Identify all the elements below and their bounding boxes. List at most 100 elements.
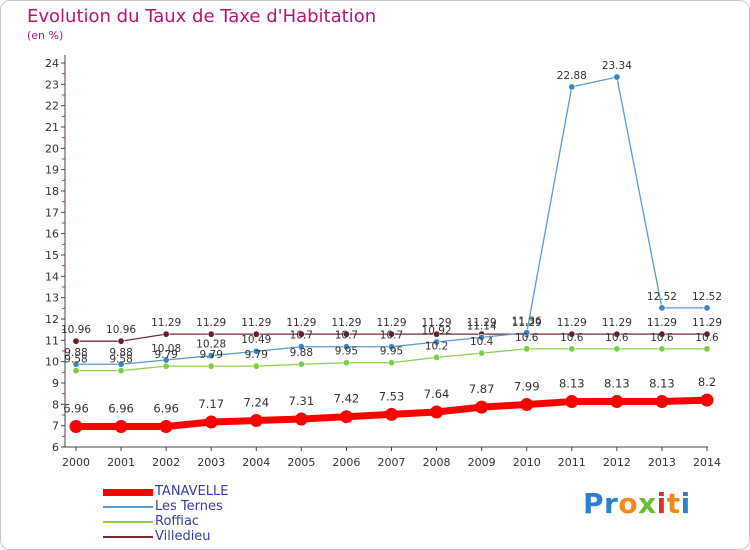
data-point	[162, 362, 170, 370]
data-label: 7.42	[334, 392, 360, 406]
y-tick-label: 22	[45, 100, 59, 113]
data-point	[433, 330, 441, 338]
y-tick-label: 6	[52, 441, 59, 454]
data-label: 9.95	[335, 346, 358, 358]
series-layer	[69, 73, 714, 434]
x-tick-label: 2008	[423, 456, 451, 469]
y-tick-label: 20	[45, 142, 59, 155]
data-point	[252, 362, 260, 370]
data-point	[297, 343, 305, 351]
legend-swatch	[103, 521, 153, 523]
data-label: 10.6	[605, 332, 629, 344]
data-label: 11.29	[151, 317, 181, 329]
data-label: 7.17	[198, 397, 224, 411]
y-tick-label: 10	[45, 356, 59, 369]
y-tick-label: 17	[45, 206, 59, 219]
data-point	[72, 367, 80, 375]
data-label: 11.29	[196, 317, 226, 329]
data-label: 9.79	[154, 349, 177, 361]
series-les-ternes	[72, 73, 711, 368]
y-tick-label: 8	[52, 398, 59, 411]
data-point	[342, 343, 350, 351]
logo-letter: r	[604, 487, 619, 520]
y-tick-label: 7	[52, 420, 59, 433]
y-tick-label: 24	[45, 57, 59, 70]
data-point	[520, 398, 534, 412]
data-point	[703, 345, 711, 353]
data-point	[207, 362, 215, 370]
logo-letter: i	[680, 487, 691, 520]
data-point	[565, 395, 579, 409]
data-point	[613, 73, 621, 81]
data-point	[610, 395, 624, 409]
data-point	[249, 414, 263, 428]
data-label: 11.29	[331, 317, 361, 329]
data-point	[297, 360, 305, 368]
legend-label: Les Ternes	[155, 499, 223, 514]
data-label: 10.6	[650, 332, 674, 344]
data-point	[568, 330, 576, 338]
data-label: 10.6	[560, 332, 584, 344]
logo-letter: x	[638, 487, 657, 520]
data-point	[655, 395, 669, 409]
data-point	[523, 329, 531, 337]
logo: Proxiti	[583, 487, 691, 520]
logo-letter: P	[583, 487, 605, 520]
data-point	[475, 400, 489, 414]
data-point	[114, 420, 128, 434]
x-tick-label: 2007	[378, 456, 406, 469]
y-tick-label: 15	[45, 249, 59, 262]
data-label: 12.52	[692, 291, 722, 303]
data-point	[568, 83, 576, 91]
data-label: 11.36	[512, 316, 542, 328]
legend-swatch	[103, 536, 153, 538]
data-label: 7.31	[289, 394, 315, 408]
data-point	[117, 367, 125, 375]
data-label: 11.29	[467, 317, 497, 329]
data-point	[342, 330, 350, 338]
data-point	[658, 304, 666, 312]
data-point	[387, 330, 395, 338]
legend-label: Roffiac	[155, 514, 200, 529]
data-label: 9.88	[290, 347, 313, 359]
data-point	[339, 410, 353, 424]
data-label: 11.29	[422, 317, 452, 329]
data-label: 9.58	[109, 354, 132, 366]
data-label: 9.79	[245, 349, 268, 361]
data-label: 9.88	[109, 347, 132, 359]
x-tick-label: 2005	[287, 456, 315, 469]
legend-label: Villedieu	[155, 529, 211, 544]
y-tick-label: 21	[45, 121, 59, 134]
y-tick-label: 9	[52, 377, 59, 390]
data-label: 7.64	[424, 387, 450, 401]
legend-swatch	[103, 506, 153, 508]
legend-label: TANAVELLE	[155, 484, 229, 499]
data-label: 11.29	[512, 317, 542, 329]
data-label: 10.96	[61, 324, 91, 336]
data-point	[387, 343, 395, 351]
x-tick-label: 2003	[197, 456, 225, 469]
x-tick-label: 2010	[513, 456, 541, 469]
data-point	[162, 330, 170, 338]
data-label: 7.99	[514, 380, 540, 394]
data-point	[294, 412, 308, 426]
y-tick-label: 12	[45, 313, 59, 326]
y-tick-label: 13	[45, 292, 59, 305]
data-point	[117, 360, 125, 368]
logo-letter: i	[656, 487, 667, 520]
data-point	[613, 345, 621, 353]
data-label: 6.96	[63, 402, 89, 416]
data-label: 23.34	[602, 60, 632, 72]
x-tick-label: 2014	[693, 456, 721, 469]
data-point	[69, 420, 83, 434]
data-label: 8.13	[604, 377, 630, 391]
data-label: 11.14	[467, 320, 497, 332]
data-label: 6.96	[153, 402, 179, 416]
data-point	[385, 407, 398, 421]
logo-letter: t	[666, 487, 681, 520]
x-tick-label: 2004	[242, 456, 270, 469]
series-roffiac	[72, 345, 711, 375]
data-point	[478, 349, 486, 357]
data-label: 12.52	[647, 291, 677, 303]
